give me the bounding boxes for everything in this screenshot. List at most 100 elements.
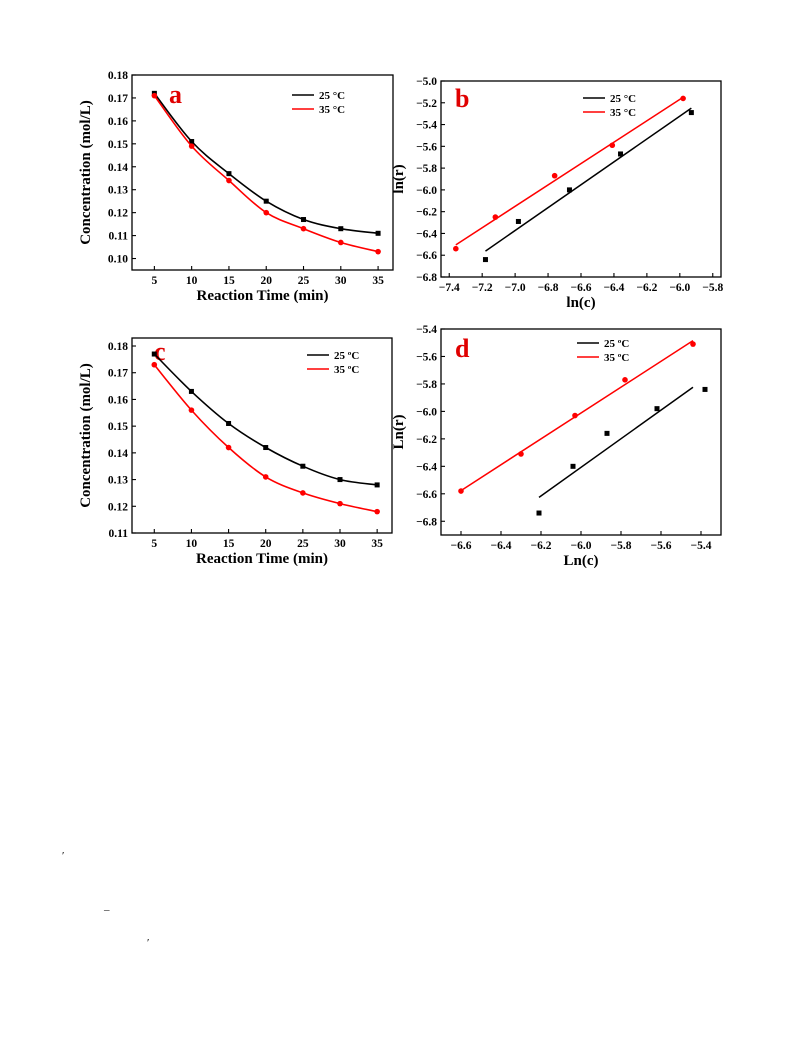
y-tick-label: 0.13: [108, 475, 128, 487]
x-axis-label: ln(c): [566, 295, 595, 311]
y-tick-label: −5.6: [416, 141, 437, 153]
y-tick-label: −6.0: [416, 185, 437, 197]
stray-mark: ′: [62, 850, 65, 862]
data-point-25: [226, 171, 232, 177]
y-tick-label: −6.2: [416, 434, 437, 446]
y-tick-label: 0.18: [108, 341, 128, 353]
y-tick-label: 0.14: [108, 448, 128, 460]
x-tick-label: −6.8: [538, 282, 559, 294]
data-point-25: [300, 463, 306, 469]
data-point-35: [225, 444, 232, 451]
data-point-35: [551, 172, 558, 179]
data-point-35: [263, 209, 270, 216]
x-tick-label: 20: [260, 538, 272, 550]
x-tick-label: −5.8: [611, 540, 632, 552]
panel-c: 5 10 15 20 25 30 35 0.11 0.12 0.13 0.14 0.15 0.16 0.1…: [78, 337, 393, 567]
legend-label: 35 °C: [319, 104, 345, 116]
data-point-25: [189, 139, 195, 145]
series-35-fit-curve: [153, 364, 378, 513]
x-tick-label: 15: [223, 538, 235, 550]
x-tick-label: −6.0: [571, 540, 592, 552]
data-point-35: [188, 143, 195, 149]
x-tick-label: −7.4: [439, 282, 460, 294]
legend-label: 35 ºC: [334, 364, 359, 376]
data-point-35: [375, 248, 381, 255]
plot-frame: [440, 80, 722, 278]
x-tick-label: 30: [335, 275, 347, 287]
x-tick-label: −7.0: [505, 282, 526, 294]
plot-frame: [131, 74, 394, 271]
x-tick-label: 30: [334, 538, 346, 550]
y-axis-label: Concentration (mol/L): [78, 100, 94, 245]
data-point-25: [374, 482, 380, 488]
figure: 5 10 15 20 25 30 35 0.10 0.11 0.12 0.13 0.14 0.15 0.1…: [78, 70, 723, 569]
y-tick-label: 0.16: [108, 394, 128, 406]
y-tick-label: 0.15: [108, 421, 128, 433]
data-point-35: [680, 95, 686, 102]
data-point-25: [604, 430, 610, 436]
data-point-25: [151, 351, 157, 357]
y-tick-label: 0.14: [108, 162, 128, 174]
y-tick-label: −6.8: [416, 516, 437, 528]
y-tick-label: 0.10: [108, 254, 128, 266]
legend-label: 25 °C: [319, 90, 345, 102]
data-point-35: [518, 451, 524, 457]
panel-letter: a: [169, 80, 182, 109]
y-tick-label: −5.2: [416, 98, 437, 110]
panel-b: −7.4 −7.2 −7.0 −6.8 −6.6 −6.4 −6.2 −6.0 −5.8 −6.8…: [391, 76, 723, 311]
x-tick-label: −5.6: [651, 540, 672, 552]
data-point-35: [572, 412, 578, 419]
stray-mark: –: [104, 904, 110, 916]
data-point-25: [263, 198, 269, 204]
y-tick-label: 0.11: [109, 528, 129, 540]
series-25-fit-line: [485, 107, 692, 252]
panel-letter: b: [455, 84, 469, 113]
data-point-25: [337, 477, 343, 483]
x-tick-label: 10: [186, 538, 198, 550]
legend-label: 25 ºC: [604, 338, 629, 350]
y-tick-label: −6.4: [416, 228, 437, 240]
x-tick-label: 20: [260, 275, 272, 287]
x-tick-label: −6.6: [571, 282, 592, 294]
y-axis-label: Ln(r): [391, 415, 407, 450]
y-tick-label: 0.11: [109, 231, 129, 243]
x-tick-label: 15: [223, 275, 235, 287]
y-tick-label: −6.4: [416, 461, 437, 473]
x-tick-label: 35: [372, 275, 384, 287]
x-axis-label: Reaction Time (min): [196, 551, 328, 567]
data-point-25: [226, 420, 232, 426]
x-tick-label: −5.4: [691, 540, 712, 552]
x-tick-label: 25: [298, 275, 310, 287]
x-axis-label: Ln(c): [564, 553, 599, 569]
y-axis-label: ln(r): [391, 164, 407, 193]
data-point-35: [609, 142, 616, 149]
y-tick-label: 0.17: [108, 93, 128, 105]
x-tick-label: −6.2: [531, 540, 552, 552]
data-point-25: [338, 226, 344, 232]
x-tick-label: −6.4: [603, 282, 624, 294]
data-point-35: [188, 407, 195, 413]
x-tick-label: −5.8: [702, 282, 723, 294]
y-tick-label: −6.6: [416, 489, 437, 501]
panel-letter: c: [154, 337, 166, 366]
y-axis-label: Concentration (mol/L): [78, 363, 94, 508]
panel-d: −6.6 −6.4 −6.2 −6.0 −5.8 −5.6 −5.4 −6.8 −6.6 −6.4…: [391, 324, 722, 569]
y-tick-label: −5.6: [416, 351, 437, 363]
data-point-25: [482, 257, 488, 263]
data-point-35: [374, 508, 380, 515]
series-25-fit-line: [538, 386, 694, 498]
y-tick-label: 0.17: [108, 368, 128, 380]
legend-label: 25 ºC: [334, 350, 359, 362]
x-tick-label: 25: [297, 538, 309, 550]
data-point-25: [618, 151, 624, 157]
y-tick-label: −6.8: [416, 272, 437, 284]
y-tick-label: 0.12: [108, 501, 128, 513]
data-point-25: [570, 463, 576, 469]
x-tick-label: −6.2: [636, 282, 657, 294]
data-point-25: [375, 230, 381, 236]
series-35-fit-line: [455, 96, 684, 246]
y-tick-label: −6.2: [416, 207, 437, 219]
panel-letter: d: [455, 334, 470, 363]
y-tick-label: −5.0: [416, 76, 437, 88]
y-tick-label: −5.8: [416, 379, 437, 391]
